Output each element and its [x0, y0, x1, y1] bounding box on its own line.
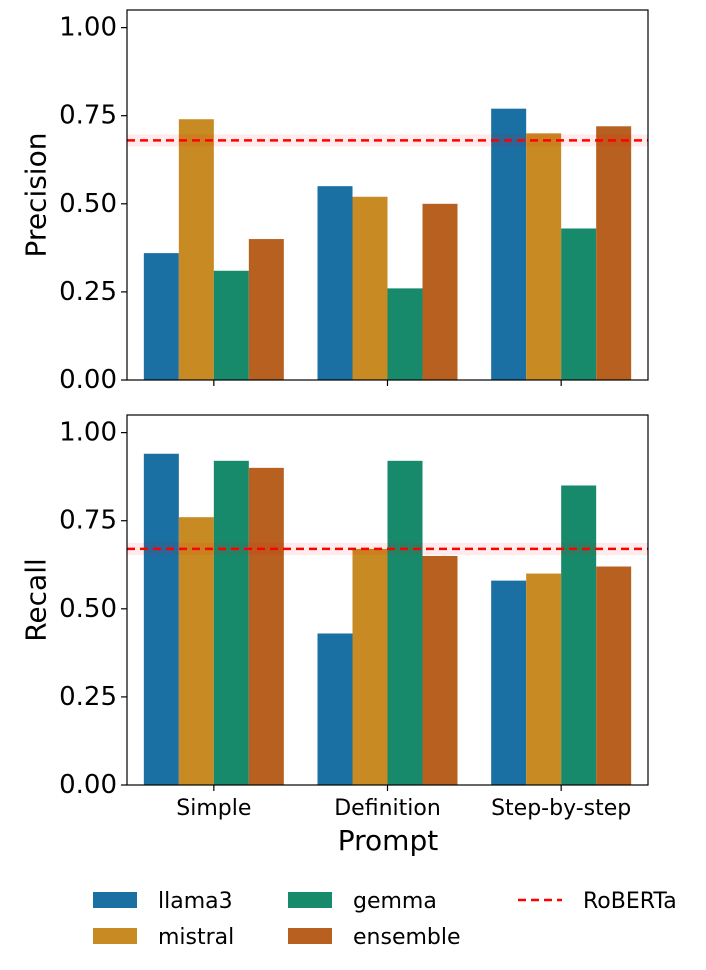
x-tick-label-definition: Definition — [334, 796, 441, 821]
legend-swatch-llama3 — [93, 892, 137, 908]
y-tick-label: 0.00 — [59, 365, 117, 395]
legend-swatch-ensemble — [288, 928, 332, 944]
bar-mistral-step-by-step — [526, 573, 562, 785]
bar-gemma-simple — [213, 460, 249, 785]
bar-llama3-simple — [143, 453, 179, 785]
recall-bars — [127, 453, 648, 785]
legend-label-gemma: gemma — [353, 889, 437, 914]
bar-llama3-simple — [143, 253, 179, 380]
bar-gemma-step-by-step — [561, 485, 597, 785]
bar-llama3-step-by-step — [491, 580, 527, 785]
recall-panel: 0.00 0.25 0.50 0.75 1.00 Simple Definition Ste… — [20, 414, 649, 821]
recall-x-tick-labels: Simple Definition Step-by-step — [176, 796, 631, 821]
legend-label-ensemble: ensemble — [353, 925, 461, 950]
x-axis-title: Prompt — [338, 824, 438, 857]
precision-panel: 0.00 0.25 0.50 0.75 1.00 Precision — [20, 9, 649, 395]
bar-llama3-step-by-step — [491, 108, 527, 381]
legend-label-roberta: RoBERTa — [583, 889, 677, 914]
y-tick-label: 0.25 — [59, 277, 117, 307]
legend-swatch-mistral — [93, 928, 137, 944]
recall-x-ticks — [213, 785, 562, 791]
y-tick-label: 0.00 — [59, 770, 117, 800]
precision-x-ticks — [213, 380, 562, 386]
bar-ensemble-definition — [422, 203, 458, 380]
bar-llama3-definition — [317, 186, 353, 380]
precision-y-axis-title: Precision — [20, 133, 53, 258]
bar-ensemble-definition — [422, 555, 458, 785]
y-tick-label: 0.75 — [59, 101, 117, 131]
bar-ensemble-step-by-step — [596, 126, 632, 380]
bar-llama3-definition — [317, 633, 353, 785]
bar-mistral-simple — [178, 517, 214, 785]
bar-mistral-step-by-step — [526, 133, 562, 380]
y-tick-label: 0.50 — [59, 594, 117, 624]
bar-ensemble-step-by-step — [596, 566, 632, 785]
bar-ensemble-simple — [248, 467, 284, 785]
bar-mistral-definition — [352, 196, 388, 380]
y-tick-label: 1.00 — [59, 418, 117, 448]
legend-label-llama3: llama3 — [158, 889, 233, 914]
bar-gemma-definition — [387, 460, 423, 785]
bar-gemma-step-by-step — [561, 228, 597, 380]
recall-y-ticks: 0.00 0.25 0.50 0.75 1.00 — [59, 418, 127, 800]
recall-y-axis-title: Recall — [20, 558, 53, 642]
y-tick-label: 0.25 — [59, 682, 117, 712]
y-tick-label: 0.50 — [59, 189, 117, 219]
bar-mistral-definition — [352, 548, 388, 785]
precision-bars — [127, 108, 648, 381]
y-tick-label: 1.00 — [59, 13, 117, 43]
x-tick-label-simple: Simple — [176, 796, 251, 821]
legend-swatch-gemma — [288, 892, 332, 908]
legend-label-mistral: mistral — [158, 925, 234, 950]
y-tick-label: 0.75 — [59, 506, 117, 536]
x-tick-label-step-by-step: Step-by-step — [491, 796, 631, 821]
bar-mistral-simple — [178, 119, 214, 381]
bar-gemma-simple — [213, 270, 249, 380]
bar-ensemble-simple — [248, 239, 284, 380]
bar-gemma-definition — [387, 288, 423, 380]
precision-y-ticks: 0.00 0.25 0.50 0.75 1.00 — [59, 13, 127, 395]
legend: llama3 mistral gemma ensemble RoBERTa — [93, 889, 677, 950]
